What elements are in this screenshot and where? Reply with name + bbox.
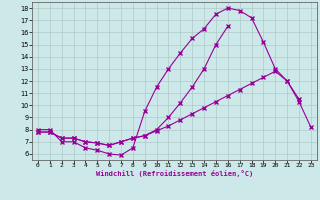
X-axis label: Windchill (Refroidissement éolien,°C): Windchill (Refroidissement éolien,°C) bbox=[96, 170, 253, 177]
